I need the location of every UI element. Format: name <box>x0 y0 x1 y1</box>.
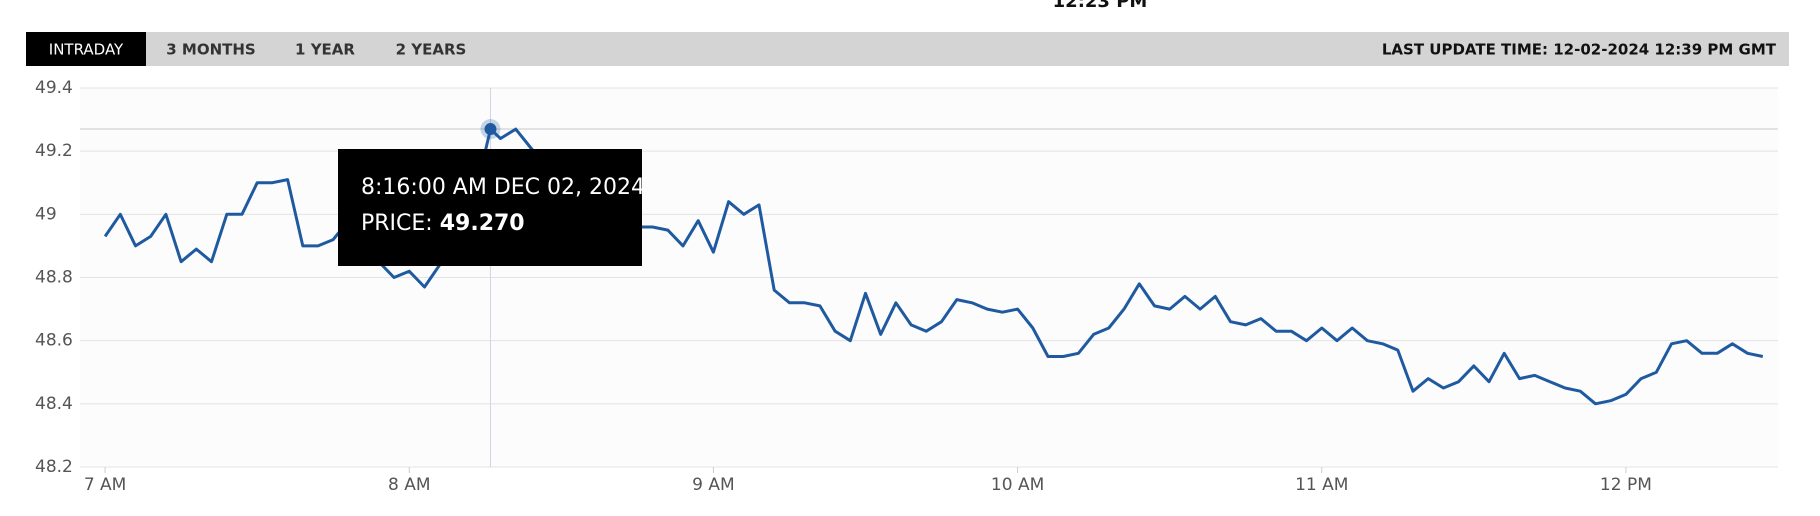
clock: 12:23 PM <box>1053 0 1148 12</box>
tooltip-value: 49.270 <box>440 211 525 236</box>
active-tab[interactable] <box>26 32 146 66</box>
tab[interactable]: INTRADAY <box>49 41 124 59</box>
tooltip-label: PRICE: <box>361 211 433 236</box>
x-tick-label: 7 AM <box>84 475 127 495</box>
tooltip <box>338 149 642 266</box>
highlight-point <box>484 123 497 136</box>
x-tick-label: 11 AM <box>1295 475 1348 495</box>
tab[interactable]: 2 YEARS <box>396 41 467 59</box>
y-tick-label: 48.6 <box>35 331 73 351</box>
y-tick-label: 49.2 <box>35 141 73 161</box>
x-tick-label: 9 AM <box>692 475 735 495</box>
price-line <box>103 127 1764 406</box>
tab[interactable]: 3 MONTHS <box>166 41 255 59</box>
y-tick-label: 49.4 <box>35 78 73 98</box>
tab[interactable]: 1 YEAR <box>295 41 355 59</box>
x-tick-label: 12 PM <box>1600 475 1652 495</box>
y-tick-label: 48.4 <box>35 394 73 414</box>
tooltip-price: PRICE: 49.270 <box>361 211 525 236</box>
tab-bar <box>26 32 1789 66</box>
x-tick-label: 10 AM <box>991 475 1044 495</box>
last-update: LAST UPDATE TIME: 12-02-2024 12:39 PM GM… <box>1382 41 1777 59</box>
x-tick-label: 8 AM <box>388 475 431 495</box>
tooltip-time: 8:16:00 AM DEC 02, 2024 <box>361 175 645 200</box>
y-tick-label: 49 <box>35 204 57 224</box>
y-tick-label: 48.8 <box>35 268 73 288</box>
y-tick-label: 48.2 <box>35 457 73 477</box>
